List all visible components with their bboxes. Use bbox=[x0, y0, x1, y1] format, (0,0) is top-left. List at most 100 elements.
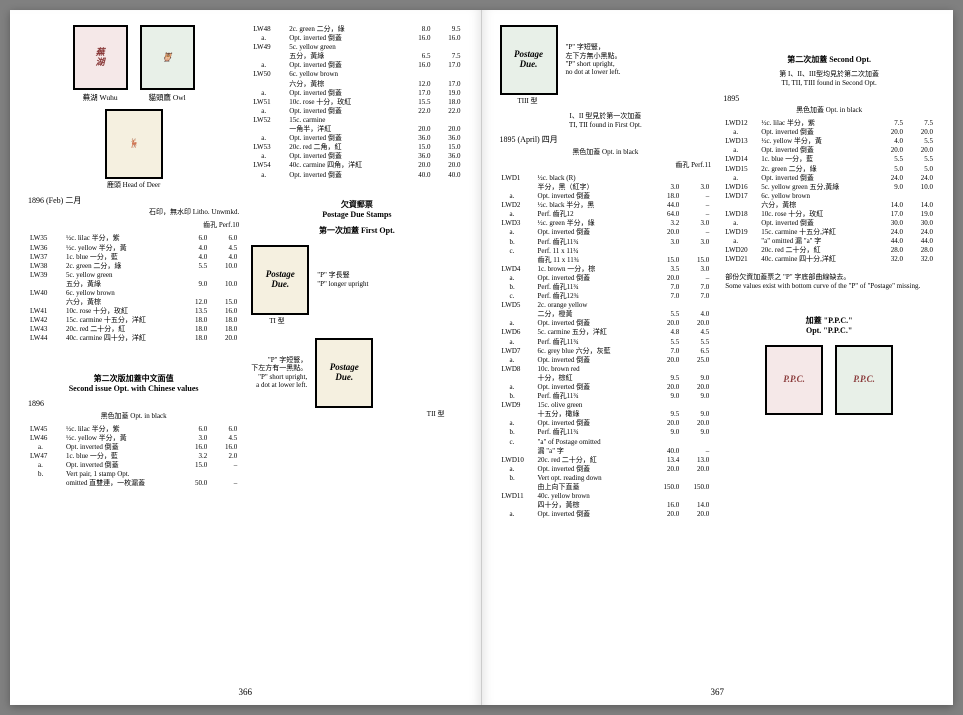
listing-row: LWD65c. carmine 五分，洋紅4.84.5 bbox=[500, 328, 712, 337]
opt-black-1: 黑色加蓋 Opt. in black bbox=[28, 412, 239, 421]
caption-wuhu: 蕪湖 Wuhu bbox=[73, 93, 128, 103]
listing-row: LW482c. green 二分，綠8.09.5 bbox=[251, 25, 462, 34]
listing-row: LW495c. yellow green bbox=[251, 43, 462, 52]
listing-row: LWD810c. brown red bbox=[500, 365, 712, 374]
postage-due-title: 欠資郵票 Postage Due Stamps bbox=[251, 200, 462, 221]
listing-row: b.Perf. 齒孔11¾7.07.0 bbox=[500, 283, 712, 292]
caption-t3: TIII 型 bbox=[518, 97, 712, 106]
listing-row: LW5110c. rose 十分，玫紅15.518.0 bbox=[251, 98, 462, 107]
listing-row: a.Opt. inverted 倒蓋24.024.0 bbox=[723, 174, 935, 183]
stamp-owl: 🦉 bbox=[140, 25, 195, 90]
listing-row: LW46½c. yellow 半分，黃3.04.5 bbox=[28, 434, 239, 443]
listing-row: LWD1020c. red 二十分，紅13.413.0 bbox=[500, 456, 712, 465]
listing-row: a.Opt. inverted 倒蓋16.016.0 bbox=[251, 34, 462, 43]
listing-row: 漏 "a" 字40.0– bbox=[500, 447, 712, 456]
book-spread: 蕪湖 🦉 蕪湖 Wuhu 貓頭鷹 Owl 🦌 鹿頭 Head of Deer 1… bbox=[10, 10, 953, 705]
listing-row: b.Perf. 齒孔11¾9.09.0 bbox=[500, 392, 712, 401]
listing-row: LW471c. blue 一分，藍3.22.0 bbox=[28, 452, 239, 461]
listing-row: a.Opt. inverted 倒蓋20.020.0 bbox=[723, 128, 935, 137]
listing-row: LWD1810c. rose 十分，玫紅17.019.0 bbox=[723, 210, 935, 219]
listing-row: a.Opt. inverted 倒蓋40.040.0 bbox=[251, 171, 462, 180]
listing-row: LW371c. blue 一分，藍4.04.0 bbox=[28, 253, 239, 262]
listing-row: LWD165c. yellow green 五分,黃綠9.010.0 bbox=[723, 183, 935, 192]
listing-row: a.Opt. inverted 倒蓋20.020.0 bbox=[723, 146, 935, 155]
listing-row: LW5320c. red 二角，紅15.015.0 bbox=[251, 143, 462, 152]
listing-row: LW36½c. yellow 半分，黃4.04.5 bbox=[28, 244, 239, 253]
listing-row: c.Perf. 齒孔12¾7.07.0 bbox=[500, 292, 712, 301]
ppc-text-1: P.P.C. bbox=[783, 375, 804, 385]
listing-row: 五分，黃綠6.57.5 bbox=[251, 52, 462, 61]
listing-row: LW35½c. lilac 半分，紫6.06.0 bbox=[28, 234, 239, 243]
listing-row: a.Opt. inverted 倒蓋30.030.0 bbox=[723, 219, 935, 228]
left-col-2: LW482c. green 二分，綠8.09.5a.Opt. inverted … bbox=[251, 25, 462, 665]
listing-row: a.Opt. inverted 倒蓋20.0– bbox=[500, 274, 712, 283]
listing-row: 六分，黃棕14.014.0 bbox=[723, 201, 935, 210]
page-left: 蕪湖 🦉 蕪湖 Wuhu 貓頭鷹 Owl 🦌 鹿頭 Head of Deer 1… bbox=[10, 10, 482, 705]
listing-lwd1-11: LWD1½c. black (R)半分，黑（紅字）3.03.0a.Opt. in… bbox=[500, 174, 712, 520]
right-col-1: PostageDue. "P" 字短豎， 左下方無小黑點。 "P" short … bbox=[500, 25, 712, 665]
listing-row: LWD2½c. black 半分，黑44.0– bbox=[500, 201, 712, 210]
listing-row: a.Opt. inverted 倒蓋20.020.0 bbox=[500, 465, 712, 474]
second-opt-title: 第二次加蓋 Second Opt. bbox=[723, 55, 935, 65]
listing-row: LWD3½c. green 半分，綠3.23.0 bbox=[500, 219, 712, 228]
listing-row: b.Perf. 齒孔11¾9.09.0 bbox=[500, 428, 712, 437]
stamp-ppc-1: P.P.C. bbox=[765, 345, 823, 415]
stamp-wuhu: 蕪湖 bbox=[73, 25, 128, 90]
year-1895a: 1895 (April) 四月 bbox=[500, 135, 712, 145]
listing-lwd12-21: LWD12½c. lilac 半分，紫7.57.5a.Opt. inverted… bbox=[723, 119, 935, 265]
listing-row: LWD13½c. yellow 半分，黃4.05.5 bbox=[723, 137, 935, 146]
perf-line: 齒孔 Perf.10 bbox=[28, 221, 239, 230]
caption-t1: TI 型 bbox=[269, 317, 462, 326]
listing-row: omitted 直雙連，一枚漏蓋50.0– bbox=[28, 479, 239, 488]
listing-row: LWD176c. yellow brown bbox=[723, 192, 935, 201]
opt-black-2: 黑色加蓋 Opt. in black bbox=[500, 148, 712, 157]
listing-row: 五分，黃綠9.010.0 bbox=[28, 280, 239, 289]
p-missing-note: 部份欠資加蓋票之 "P" 字底部曲線缺去。 Some values exist … bbox=[725, 273, 933, 291]
listing-row: 六分，黃棕12.015.0 bbox=[28, 298, 239, 307]
listing-row: a.Opt. inverted 倒蓋16.016.0 bbox=[28, 443, 239, 452]
listing-row: LW5440c. carmine 四角，洋紅20.020.0 bbox=[251, 161, 462, 170]
stamp-t1: PostageDue. bbox=[251, 245, 309, 315]
types-line: 第 I、II、III型均見於第二次加蓋 TI, TII, TIII found … bbox=[725, 70, 933, 88]
left-col-1: 蕪湖 🦉 蕪湖 Wuhu 貓頭鷹 Owl 🦌 鹿頭 Head of Deer 1… bbox=[28, 25, 239, 665]
page-right: PostageDue. "P" 字短豎， 左下方無小黑點。 "P" short … bbox=[482, 10, 954, 705]
listing-row: 齒孔 11 x 11¾15.015.0 bbox=[500, 256, 712, 265]
listing-lw45-47: LW45½c. lilac 半分，紫6.06.0LW46½c. yellow 半… bbox=[28, 425, 239, 489]
listing-row: a.Perf. 齒孔11¾5.55.5 bbox=[500, 338, 712, 347]
listing-row: LW406c. yellow brown bbox=[28, 289, 239, 298]
listing-row: a.Opt. inverted 倒蓋20.025.0 bbox=[500, 356, 712, 365]
listing-row: LW5215c. carmine bbox=[251, 116, 462, 125]
listing-row: LW506c. yellow brown bbox=[251, 70, 462, 79]
year-1896: 1896 (Feb) 二月 bbox=[28, 196, 239, 206]
listing-row: b.Perf. 齒孔11¾3.03.0 bbox=[500, 238, 712, 247]
listing-lw35-44: LW35½c. lilac 半分，紫6.06.0LW36½c. yellow 半… bbox=[28, 234, 239, 343]
listing-row: LWD915c. olive green bbox=[500, 401, 712, 410]
year-1896b: 1896 bbox=[28, 399, 239, 409]
right-col-2: 第二次加蓋 Second Opt. 第 I、II、III型均見於第二次加蓋 TI… bbox=[723, 25, 935, 665]
listing-row: LW4110c. rose 十分，玫紅13.516.0 bbox=[28, 307, 239, 316]
listing-row: LWD1½c. black (R) bbox=[500, 174, 712, 183]
listing-row: a.Opt. inverted 倒蓋20.020.0 bbox=[500, 419, 712, 428]
stamp-deer: 🦌 bbox=[105, 109, 163, 179]
t3-note: "P" 字短豎， 左下方無小黑點。 "P" short upright, no … bbox=[566, 43, 622, 77]
listing-row: 十五分，橄綠9.59.0 bbox=[500, 410, 712, 419]
listing-row: LWD141c. blue 一分，藍5.55.5 bbox=[723, 155, 935, 164]
listing-row: a.Opt. inverted 倒蓋15.0– bbox=[28, 461, 239, 470]
listing-row: 四十分，黃棕16.014.0 bbox=[500, 501, 712, 510]
stamp-t2: PostageDue. bbox=[315, 338, 373, 408]
listing-row: c."a" of Postage omitted bbox=[500, 438, 712, 447]
page-num-left: 366 bbox=[10, 687, 481, 699]
second-issue-title: 第二次版加蓋中文面值 Second issue Opt. with Chines… bbox=[28, 374, 239, 395]
stamp-t3: PostageDue. bbox=[500, 25, 558, 95]
caption-t2: TII 型 bbox=[251, 410, 444, 419]
listing-row: a.Opt. inverted 倒蓋20.020.0 bbox=[500, 383, 712, 392]
t12-found: I、II 型見於第一次加蓋 TI, TII found in First Opt… bbox=[502, 112, 710, 130]
listing-row: a.Opt. inverted 倒蓋22.022.0 bbox=[251, 107, 462, 116]
listing-row: a.Perf. 齒孔1264.0– bbox=[500, 210, 712, 219]
first-opt-title: 第一次加蓋 First Opt. bbox=[251, 226, 462, 236]
listing-row: a.Opt. inverted 倒蓋16.017.0 bbox=[251, 61, 462, 70]
listing-row: a.Opt. inverted 倒蓋36.036.0 bbox=[251, 134, 462, 143]
listing-row: 六分，黃棕12.017.0 bbox=[251, 80, 462, 89]
listing-row: 十分，棕紅9.59.0 bbox=[500, 374, 712, 383]
listing-row: LWD76c. grey blue 六分，灰藍7.06.5 bbox=[500, 347, 712, 356]
